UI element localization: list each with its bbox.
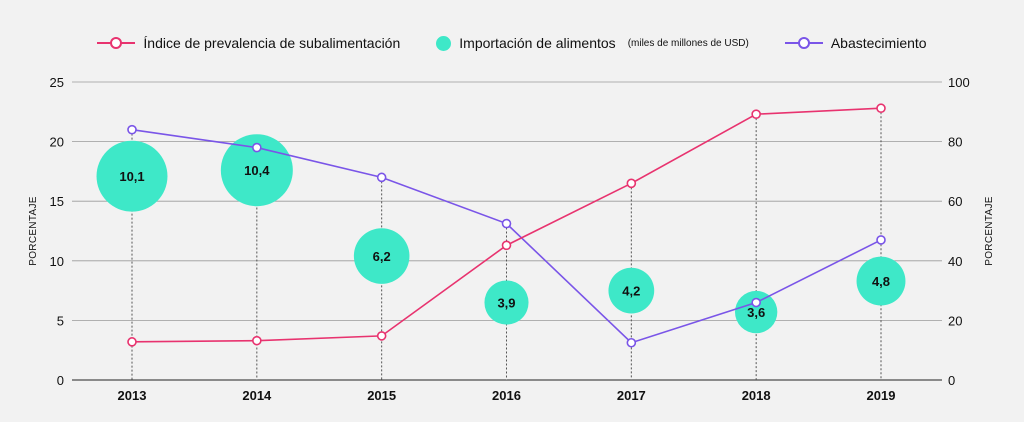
legend-imports-label: Importación de alimentos [459,35,616,51]
imports-bubble-label: 4,2 [622,284,640,299]
right-tick-label: 100 [948,75,970,90]
legend-imports-note: (miles de millones de USD) [627,37,749,49]
imports-bubble-label: 10,4 [244,163,270,178]
supply-point [376,172,387,183]
prevalence-point [751,109,761,119]
legend-item-prevalence: Índice de prevalencia de subalimentación [97,35,400,51]
right-axis-title: PORCENTAJE [984,196,995,266]
left-tick-label: 15 [50,194,64,209]
supply-point [127,124,137,135]
right-tick-label: 20 [948,313,962,328]
imports-bubble-label: 4,8 [872,274,890,289]
legend-supply-marker [784,36,823,50]
legend-imports-bubble [436,35,452,51]
legend-supply-label: Abastecimiento [830,35,927,51]
left-tick-label: 10 [50,254,64,269]
imports-bubble [484,280,529,325]
legend-item-supply: Abastecimiento [784,35,927,51]
prevalence-point [876,103,886,114]
legend: Índice de prevalencia de subalimentación… [0,28,1024,58]
imports-bubble [856,256,906,306]
imports-bubble [608,267,655,314]
axis-ticks: 0 5 10 15 20 25 0 20 40 60 80 100 2013 2014 2015 2016 20… [50,75,970,403]
x-tick-label: 2018 [742,388,771,403]
imports-bubble-label: 6,2 [373,249,391,264]
imports-bubble-label: 3,6 [747,305,765,320]
x-tick-label: 2015 [367,388,396,403]
legend-prevalence-label: Índice de prevalencia de subalimentación [143,35,401,51]
left-tick-label: 20 [50,135,64,150]
x-tick-label: 2017 [617,388,646,403]
prevalence-point [252,335,262,346]
imports-bubble-label: 10,1 [119,169,144,184]
prevalence-point [501,240,512,251]
prevalence-point [376,331,387,341]
x-tick-label: 2016 [492,388,521,403]
x-tick-label: 2013 [118,388,147,403]
imports-bubble-label: 3,9 [497,296,515,311]
supply-point [252,142,262,153]
legend-item-imports: Importación de alimentos (miles de millo… [436,35,749,51]
legend-supply-dot [797,37,810,49]
imports-bubble [734,290,778,334]
left-axis-title: PORCENTAJE [28,196,39,266]
supply-point [501,218,512,229]
supply-point [876,235,886,245]
imports-bubble [353,228,410,284]
supply-point [751,297,761,308]
supply-point [626,337,637,348]
legend-prevalence-marker [97,36,136,50]
grid-lines [72,81,942,381]
legend-prevalence-dot [110,37,123,49]
right-tick-label: 80 [948,135,962,150]
prevalence-point [127,337,137,347]
right-tick-label: 0 [948,373,955,388]
imports-bubble [96,140,168,212]
right-tick-label: 60 [948,194,962,209]
x-tick-label: 2014 [242,388,272,403]
left-tick-label: 5 [57,313,64,328]
left-tick-label: 25 [50,75,64,90]
x-tick-label: 2019 [867,388,896,403]
prevalence-point [626,178,637,189]
right-tick-label: 40 [948,254,962,269]
left-tick-label: 0 [57,373,64,388]
bubble-labels: 10,1 10,4 6,2 3,9 4,2 3,6 4,8 [119,163,890,320]
series-points [127,103,886,348]
